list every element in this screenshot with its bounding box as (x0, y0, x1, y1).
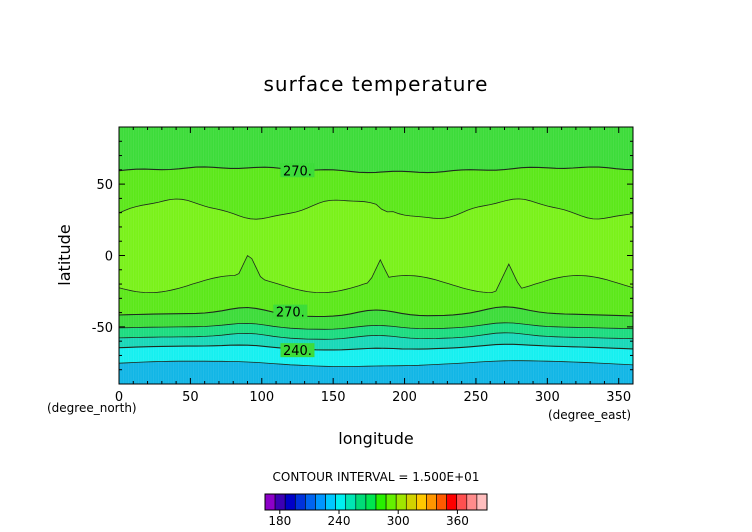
colorbar-tick-label: 240 (328, 514, 351, 528)
contour-label: 270. (283, 164, 312, 179)
colorbar-swatch (345, 493, 357, 511)
y-unit-label: (degree_north) (47, 401, 137, 415)
band-polar (119, 360, 633, 384)
colorbar-swatch (456, 493, 468, 511)
colorbar-swatch (405, 493, 417, 511)
contour-interval-label: CONTOUR INTERVAL = 1.500E+01 (273, 470, 480, 484)
x-tick-label: 150 (321, 390, 346, 405)
colorbar-swatch (446, 493, 458, 511)
colorbar-swatch (335, 493, 347, 511)
y-axis-title: latitude (55, 224, 74, 285)
colorbar-swatch (385, 493, 397, 511)
contour-line (118, 343, 634, 351)
contour-line (118, 306, 634, 318)
colorbar-frame (264, 493, 488, 511)
colorbar-swatch (476, 493, 488, 511)
band-cyan (119, 344, 633, 367)
band-south-subpolar (119, 306, 633, 330)
plot-area: 270. 270. 240. (118, 127, 634, 384)
contour-label-bg (280, 343, 315, 358)
colorbar-swatch (426, 493, 437, 511)
contour-label: 270. (276, 306, 305, 321)
colorbar-swatch (466, 493, 478, 511)
x-tick-label: 200 (392, 390, 417, 405)
colorbar-swatch (395, 493, 407, 511)
colorbar-swatch (416, 493, 427, 511)
x-tick-label: 300 (535, 390, 560, 405)
contour-label-bg (273, 304, 308, 319)
contour-line (118, 332, 634, 340)
band-tropical (119, 198, 633, 293)
colorbar-swatch (315, 493, 326, 511)
y-tick-label: 0 (105, 250, 113, 265)
contour-line (118, 255, 634, 294)
y-tick-label: -50 (92, 321, 113, 336)
contour-label: 240. (283, 344, 312, 359)
colorbar-swatch (355, 493, 367, 511)
x-tick-label: 250 (464, 390, 489, 405)
contour-line (118, 166, 634, 174)
colorbar-swatch (264, 493, 276, 511)
colorbar-swatch (284, 493, 296, 511)
colorbar-swatch (365, 493, 377, 511)
colorbar-swatch (436, 493, 447, 511)
colorbar: 180 240 300 360 (264, 493, 488, 528)
colorbar-swatch (375, 493, 387, 511)
band-north-subpolar (119, 127, 633, 173)
colorbar-swatch (325, 493, 336, 511)
x-axis-title: longitude (338, 429, 413, 448)
contour-line (118, 360, 634, 367)
colorbar-tick-label: 180 (268, 514, 291, 528)
axes: 0 50 100 150 200 250 300 350 -50 0 50 (92, 126, 634, 405)
x-tick-label: 0 (115, 390, 123, 405)
contour-line (118, 322, 634, 330)
x-tick-label: 350 (606, 390, 631, 405)
x-unit-label: (degree_east) (548, 408, 631, 422)
x-tick-label: 50 (182, 390, 199, 405)
band-south-cold (119, 332, 633, 350)
colorbar-swatch (294, 493, 306, 511)
x-tick-label: 100 (249, 390, 274, 405)
band-south-cool (119, 322, 633, 340)
colorbar-tick-label: 360 (446, 514, 469, 528)
colorbar-swatch (274, 493, 286, 511)
contour-label-bg (280, 163, 315, 178)
contour-line (118, 198, 634, 220)
colorbar-swatch (305, 493, 316, 511)
y-tick-label: 50 (96, 178, 113, 193)
colorbar-tick-label: 300 (387, 514, 410, 528)
chart-title: surface temperature (264, 72, 489, 96)
